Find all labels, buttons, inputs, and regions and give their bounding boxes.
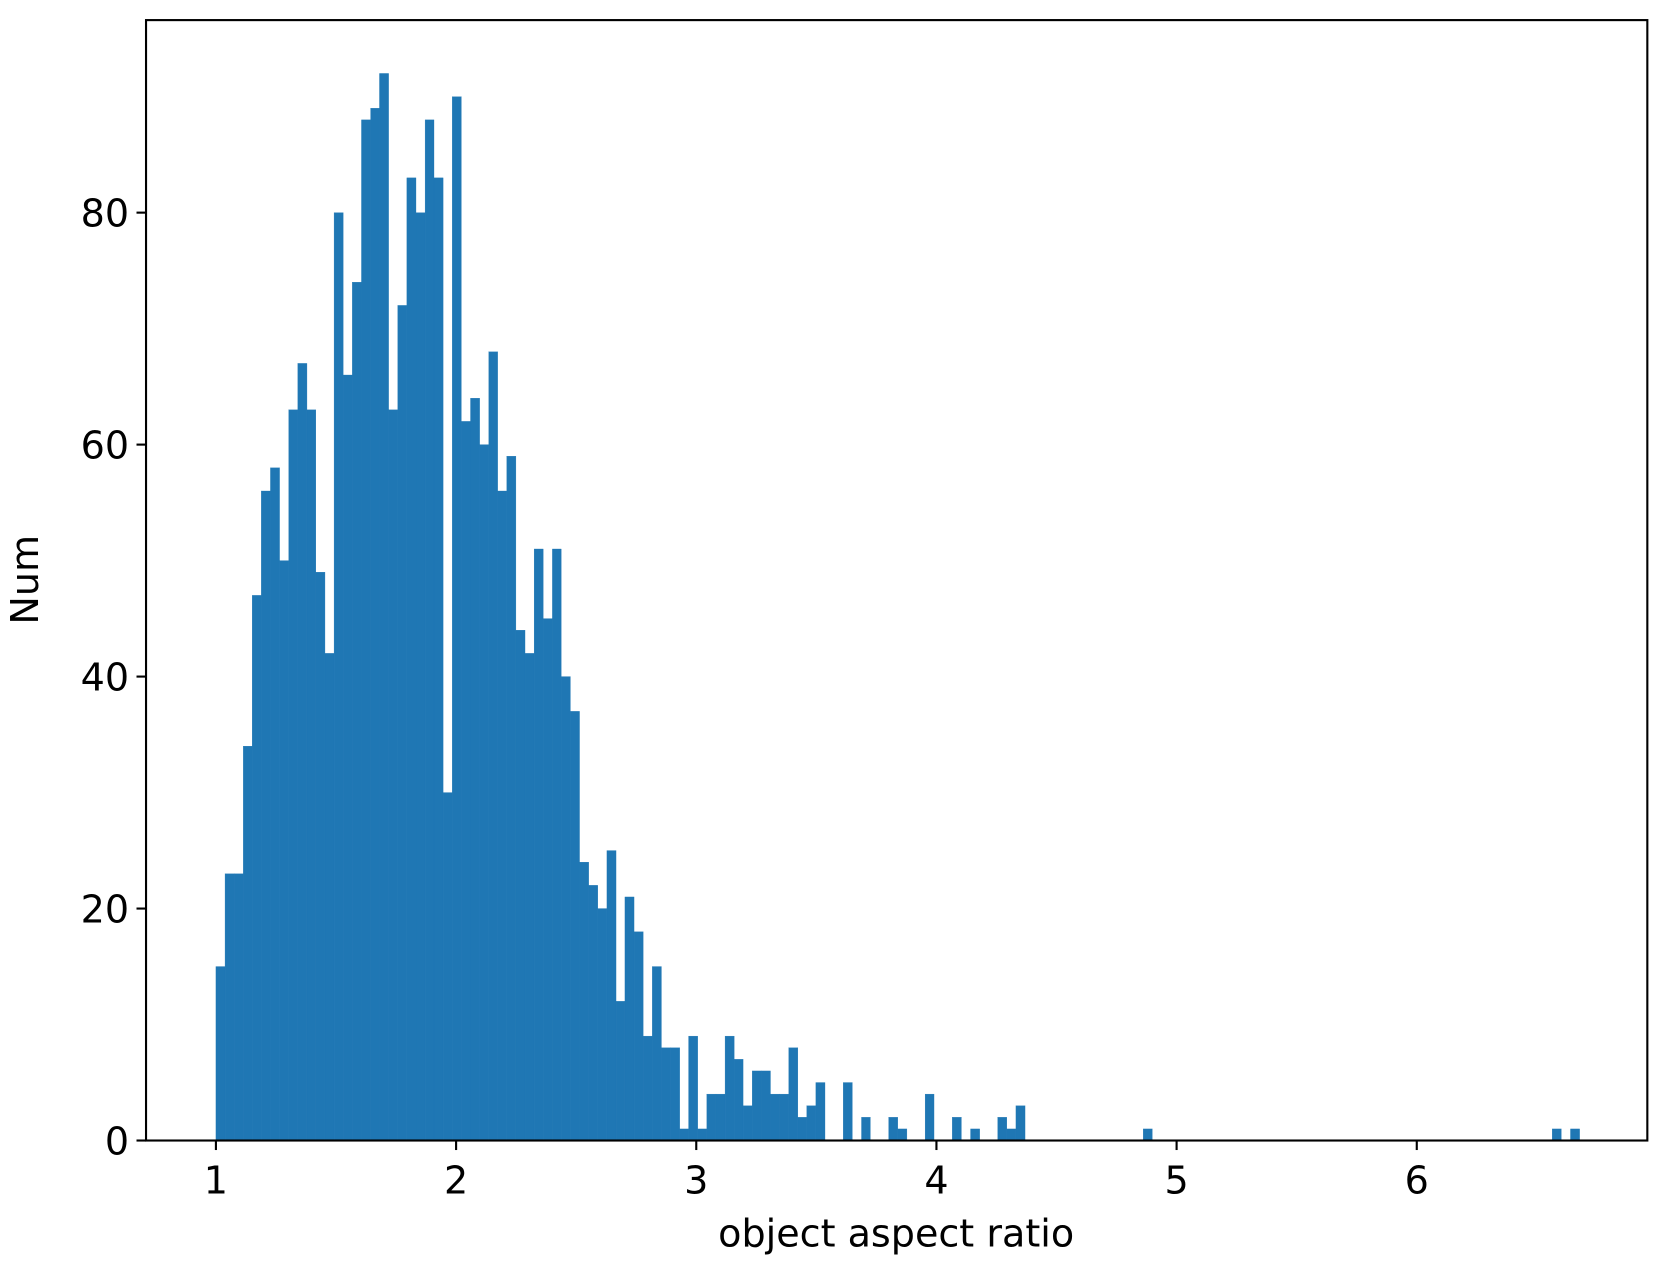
bar	[324, 653, 335, 1141]
bar	[688, 1035, 698, 1141]
bar	[306, 409, 316, 1141]
bar	[997, 1117, 1007, 1141]
bar	[279, 560, 289, 1141]
y-tick-label: 0	[105, 1119, 129, 1163]
bar	[270, 467, 280, 1141]
bar	[488, 351, 498, 1141]
bar	[524, 653, 535, 1141]
bar	[806, 1105, 817, 1141]
bar	[424, 119, 435, 1141]
bar	[797, 1117, 807, 1141]
bar	[261, 490, 271, 1141]
bar	[1552, 1128, 1562, 1141]
bar	[461, 421, 471, 1141]
bar	[397, 305, 408, 1141]
bar	[506, 456, 517, 1141]
bar	[224, 873, 235, 1141]
bar	[234, 873, 244, 1141]
bar	[1015, 1105, 1026, 1141]
bar	[615, 1001, 626, 1141]
bar	[588, 885, 598, 1141]
bar	[479, 444, 489, 1141]
bar	[924, 1093, 935, 1141]
x-tick-label: 5	[1164, 1158, 1188, 1202]
bar	[970, 1128, 980, 1141]
bar	[706, 1093, 717, 1141]
bar	[433, 177, 444, 1141]
bar	[288, 409, 298, 1141]
y-tick-label: 80	[81, 191, 129, 235]
bar	[552, 548, 562, 1141]
x-tick-label: 2	[444, 1158, 468, 1202]
bar	[815, 1082, 826, 1141]
bar	[679, 1128, 689, 1141]
y-tick-label: 20	[81, 887, 129, 931]
bar	[661, 1047, 671, 1141]
bar	[297, 363, 308, 1141]
bar	[670, 1047, 680, 1141]
bar	[724, 1035, 735, 1141]
bar	[388, 409, 398, 1141]
bar	[752, 1070, 762, 1141]
bar	[606, 850, 617, 1141]
bar	[343, 374, 353, 1141]
bar	[1006, 1128, 1017, 1141]
bar	[452, 96, 462, 1141]
bar	[643, 1035, 653, 1141]
bar	[652, 966, 662, 1141]
bar	[952, 1117, 962, 1141]
bar	[761, 1070, 771, 1141]
bar	[370, 108, 380, 1141]
bar	[315, 572, 326, 1141]
bar	[624, 896, 635, 1141]
bar	[770, 1093, 780, 1141]
bar	[415, 212, 426, 1141]
bar	[843, 1082, 853, 1141]
bar	[215, 966, 226, 1141]
bar	[1143, 1128, 1153, 1141]
bars	[215, 73, 1580, 1141]
bar	[515, 630, 526, 1141]
bar	[543, 618, 553, 1141]
y-tick-label: 60	[81, 423, 129, 467]
bar	[406, 177, 417, 1141]
x-tick-label: 1	[204, 1158, 228, 1202]
bar	[779, 1093, 789, 1141]
bar	[470, 398, 480, 1141]
bar	[561, 676, 571, 1141]
x-axis-label: object aspect ratio	[718, 1211, 1074, 1255]
bar	[788, 1047, 799, 1141]
bar	[533, 548, 544, 1141]
x-tick-label: 4	[924, 1158, 948, 1202]
bar	[361, 119, 371, 1141]
y-axis-label: Num	[3, 535, 47, 625]
bar	[497, 490, 507, 1141]
bar	[570, 711, 580, 1141]
bar	[333, 212, 344, 1141]
bar	[379, 73, 389, 1141]
bar	[633, 931, 644, 1141]
bar	[1570, 1128, 1580, 1141]
bar	[352, 282, 362, 1141]
bar	[715, 1093, 726, 1141]
bar	[742, 1105, 753, 1141]
bar	[442, 792, 453, 1141]
x-tick-label: 6	[1405, 1158, 1429, 1202]
bar	[243, 746, 253, 1141]
bar	[897, 1128, 908, 1141]
bar	[734, 1059, 744, 1141]
axes-frame	[144, 19, 1649, 1142]
bar	[579, 861, 589, 1141]
x-tick-label: 3	[684, 1158, 708, 1202]
bar	[252, 595, 262, 1141]
bar	[861, 1117, 871, 1141]
bar	[888, 1117, 898, 1141]
bar	[697, 1128, 707, 1141]
bar	[597, 908, 608, 1141]
y-tick-label: 40	[81, 655, 129, 699]
